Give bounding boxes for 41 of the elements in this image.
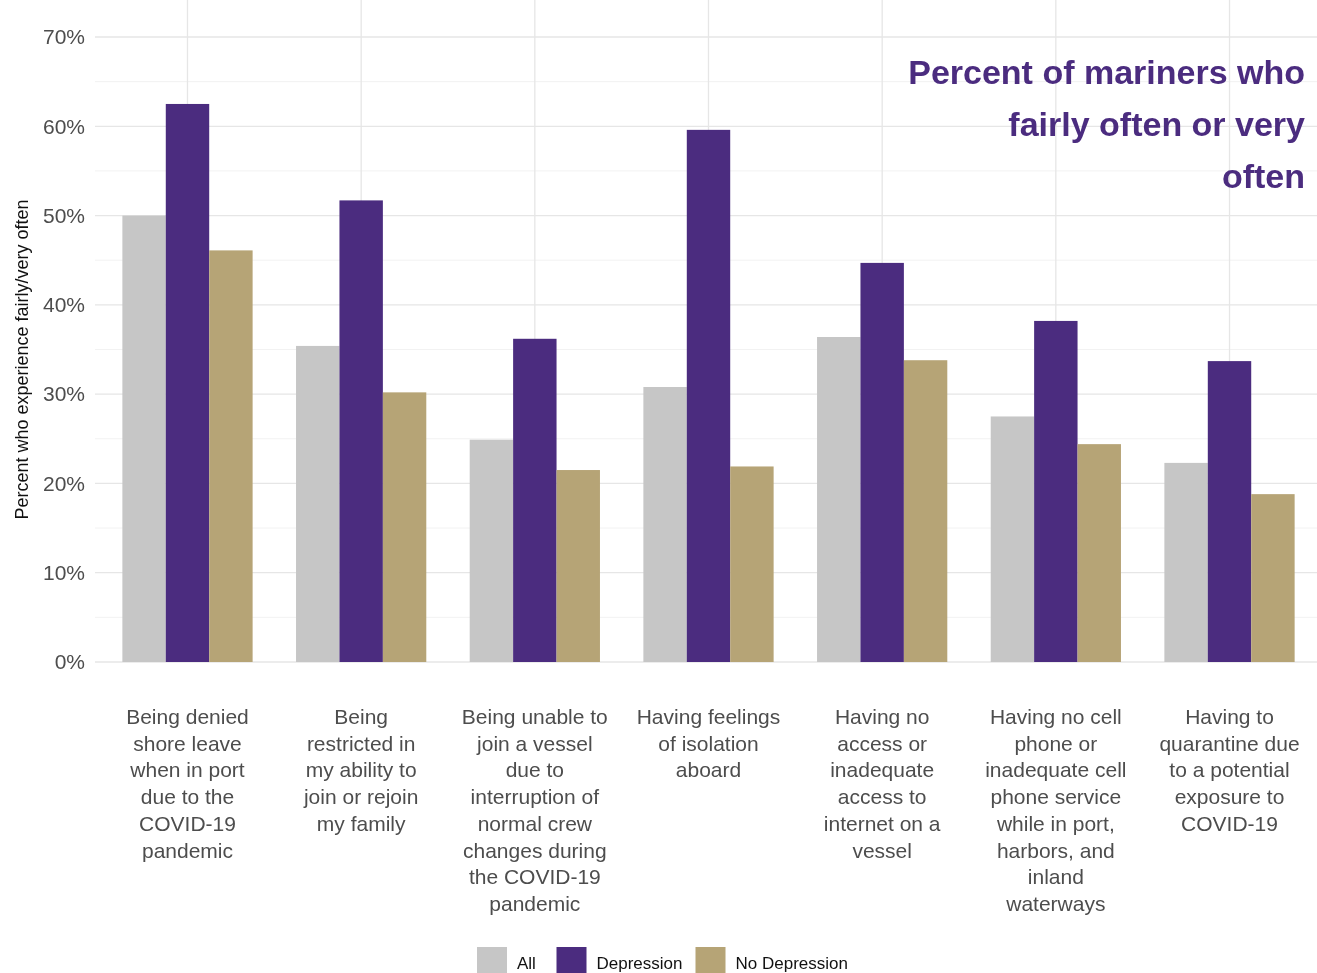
bar xyxy=(122,215,166,662)
x-tick-label: Having to quarantine due to a potential exposure to COVID-19 xyxy=(1159,705,1300,835)
legend-label: All xyxy=(517,953,536,973)
legend-label: No Depression xyxy=(735,953,848,973)
bar xyxy=(686,129,731,662)
bar xyxy=(1164,462,1208,662)
bar xyxy=(1077,444,1121,662)
y-tick-label: 50% xyxy=(42,203,85,227)
text: Percent of mariners who fairly often or very often xyxy=(908,53,1306,195)
bar xyxy=(860,262,904,662)
bar xyxy=(817,337,861,662)
x-tick-label: Having no cell phone or inadequate cell phone service while in port, harbors, and inland waterways xyxy=(985,705,1127,915)
bar xyxy=(382,392,427,662)
bar xyxy=(1207,361,1252,662)
y-tick-label: 30% xyxy=(42,382,85,406)
y-tick-label: 40% xyxy=(42,293,85,317)
x-tick-label: Being denied shore leave when in port due to the COVID-19 pandemic xyxy=(126,705,249,862)
x-tick-label: Having feelings of isolation aboard xyxy=(636,705,781,782)
x-tick-label: Being restricted in my ability to join or rejoin my family xyxy=(302,705,419,835)
y-tick-label: 20% xyxy=(42,471,85,495)
bar xyxy=(643,387,687,662)
bar xyxy=(730,466,774,662)
bar xyxy=(1251,494,1295,662)
x-tick-label: Having no access or inadequate access to internet on a vessel xyxy=(823,705,941,862)
bar xyxy=(165,103,210,662)
legend-label: Depression xyxy=(596,953,683,973)
x-tick-label: Being unable to join a vessel due to interruption of normal crew changes during the COVID-19 pandemic xyxy=(461,705,608,915)
bar xyxy=(469,439,514,662)
bar xyxy=(556,470,600,662)
bar xyxy=(903,360,948,662)
bar xyxy=(513,338,557,662)
bar xyxy=(296,345,340,662)
bar xyxy=(209,250,253,662)
bar xyxy=(339,200,383,662)
y-tick-label: 0% xyxy=(54,650,85,674)
y-tick-label: 10% xyxy=(42,561,85,585)
bar xyxy=(1034,320,1078,662)
bar xyxy=(990,416,1035,662)
y-tick-label: 70% xyxy=(42,25,85,49)
y-axis-title: Percent who experience fairly/very often xyxy=(12,199,32,520)
y-tick-label: 60% xyxy=(42,114,85,138)
